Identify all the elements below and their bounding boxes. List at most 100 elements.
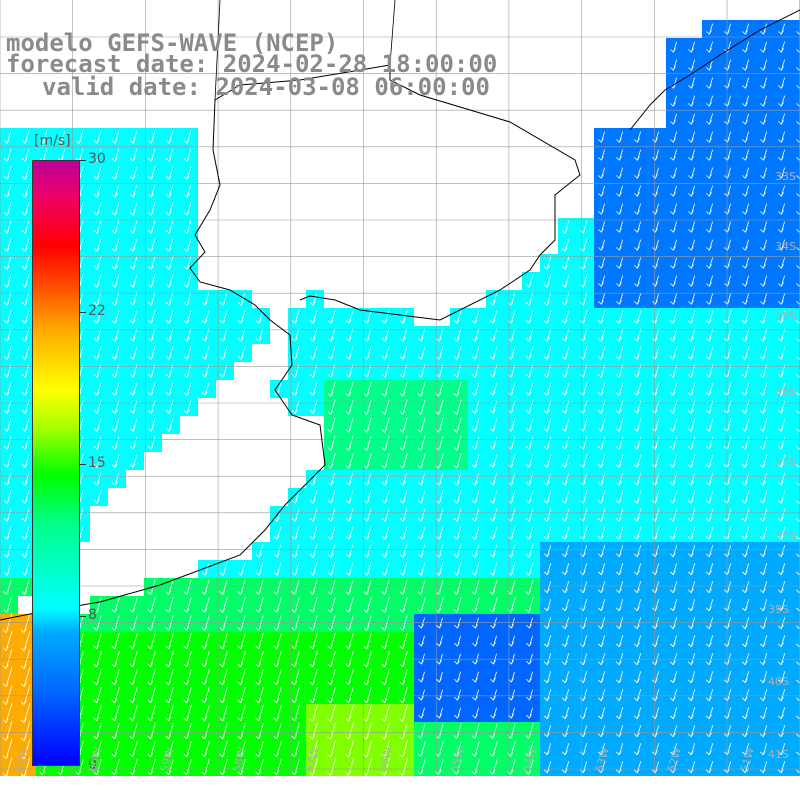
wind-arrow bbox=[327, 381, 336, 397]
wind-arrow bbox=[561, 689, 570, 702]
wind-cell bbox=[792, 200, 800, 218]
wind-arrow bbox=[21, 526, 30, 540]
wind-arrow bbox=[597, 563, 606, 576]
wind-arrow bbox=[525, 346, 534, 360]
wind-arrow bbox=[381, 668, 390, 686]
wind-arrow bbox=[291, 508, 300, 522]
wind-arrow bbox=[525, 382, 534, 396]
wind-arrow bbox=[399, 579, 408, 595]
wind-arrow bbox=[489, 490, 498, 504]
wind-arrow bbox=[417, 381, 426, 397]
wind-arrow bbox=[327, 435, 336, 451]
wind-arrow bbox=[507, 741, 516, 757]
wind-arrow bbox=[507, 579, 516, 595]
wind-arrow bbox=[381, 508, 390, 522]
wind-arrow bbox=[399, 722, 408, 740]
wind-arrow bbox=[561, 707, 570, 720]
wind-arrow bbox=[742, 23, 749, 35]
wind-arrow bbox=[309, 597, 318, 613]
wind-arrow bbox=[327, 364, 336, 378]
wind-arrow bbox=[507, 472, 516, 486]
wind-arrow bbox=[183, 704, 192, 722]
wind-arrow bbox=[111, 668, 120, 686]
wind-arrow bbox=[435, 544, 444, 558]
wind-arrow bbox=[669, 599, 678, 612]
wind-arrow bbox=[597, 472, 606, 486]
wind-arrow bbox=[598, 167, 605, 179]
wind-arrow bbox=[669, 743, 678, 756]
wind-arrow bbox=[489, 759, 498, 775]
wind-arrow bbox=[615, 328, 624, 342]
wind-arrow bbox=[219, 310, 228, 324]
wind-arrow bbox=[183, 382, 192, 396]
wind-arrow bbox=[777, 472, 786, 486]
wind-arrow bbox=[561, 508, 570, 522]
wind-arrow bbox=[706, 131, 713, 143]
wind-arrow bbox=[760, 131, 767, 143]
wind-arrow bbox=[597, 346, 606, 360]
wind-arrow bbox=[273, 632, 282, 650]
wind-arrow bbox=[778, 257, 785, 269]
wind-arrow bbox=[705, 454, 714, 468]
wind-arrow bbox=[147, 328, 156, 342]
wind-arrow bbox=[2, 631, 13, 651]
wind-arrow bbox=[723, 436, 732, 450]
wind-cell bbox=[792, 704, 800, 722]
wind-arrow bbox=[183, 130, 192, 144]
wind-arrow bbox=[327, 615, 336, 631]
wind-arrow bbox=[688, 113, 695, 125]
wind-arrow bbox=[453, 723, 462, 739]
wind-arrow bbox=[255, 562, 264, 576]
wind-arrow bbox=[273, 526, 282, 540]
wind-arrow bbox=[255, 686, 264, 704]
wind-arrow bbox=[633, 599, 642, 612]
wind-arrow bbox=[435, 472, 444, 486]
wind-arrow bbox=[525, 364, 534, 378]
wind-arrow bbox=[93, 202, 102, 216]
wind-arrow bbox=[688, 203, 695, 215]
wind-arrow bbox=[705, 725, 714, 738]
wind-arrow bbox=[183, 722, 192, 740]
wind-arrow bbox=[327, 490, 336, 504]
wind-arrow bbox=[183, 148, 192, 162]
wind-arrow bbox=[436, 617, 443, 629]
wind-cell bbox=[792, 56, 800, 74]
colorbar-tick-22: 22 bbox=[88, 303, 106, 319]
wind-arrow bbox=[3, 274, 12, 288]
wind-arrow bbox=[309, 686, 318, 704]
wind-arrow bbox=[345, 758, 354, 776]
wind-arrow bbox=[669, 635, 678, 648]
wind-arrow bbox=[760, 293, 767, 305]
coastline bbox=[0, 64, 581, 621]
wind-arrow bbox=[417, 490, 426, 504]
wind-arrow bbox=[2, 757, 13, 777]
wind-arrow bbox=[759, 454, 768, 468]
wind-arrow bbox=[147, 166, 156, 180]
wind-arrow bbox=[652, 221, 659, 233]
wind-arrow bbox=[615, 563, 624, 576]
wind-arrow bbox=[399, 597, 408, 613]
wind-arrow bbox=[525, 310, 534, 324]
wind-arrow bbox=[777, 508, 786, 522]
wind-arrow bbox=[165, 184, 174, 198]
wind-arrow bbox=[219, 328, 228, 342]
wind-arrow bbox=[597, 689, 606, 702]
wind-arrow bbox=[93, 436, 102, 450]
wind-arrow bbox=[687, 725, 696, 738]
wind-arrow bbox=[273, 668, 282, 686]
wind-arrow bbox=[615, 581, 624, 594]
wind-arrow bbox=[436, 635, 443, 647]
wind-arrow bbox=[201, 758, 210, 776]
wind-arrow bbox=[777, 454, 786, 468]
wind-arrow bbox=[21, 508, 30, 522]
wind-arrow bbox=[418, 635, 425, 647]
wind-arrow bbox=[417, 508, 426, 522]
wind-arrow bbox=[273, 722, 282, 740]
wind-arrow bbox=[760, 95, 767, 107]
wind-arrow bbox=[616, 293, 623, 305]
wind-arrow bbox=[705, 617, 714, 630]
wind-arrow bbox=[165, 597, 174, 613]
wind-arrow bbox=[417, 328, 426, 342]
wind-arrow bbox=[489, 723, 498, 739]
wind-arrow bbox=[3, 364, 12, 378]
